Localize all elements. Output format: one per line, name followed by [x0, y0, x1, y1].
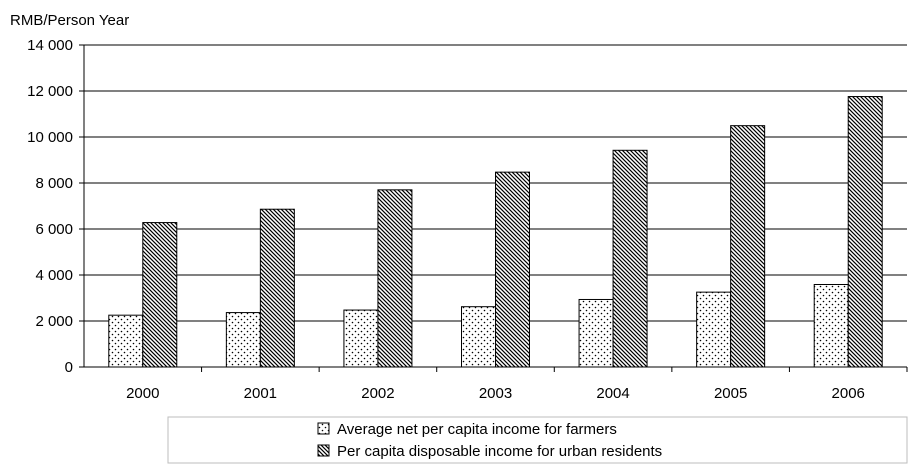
x-tick-label: 2001: [244, 385, 277, 402]
bar-urban: [730, 125, 766, 368]
x-tick-label: 2006: [832, 385, 865, 402]
y-tick-label: 12 000: [27, 83, 73, 100]
x-tick-label: 2004: [596, 385, 629, 402]
legend-label-urban: Per capita disposable income for urban r…: [337, 443, 662, 460]
legend: Average net per capita income for farmer…: [167, 416, 908, 464]
x-tick-label: 2000: [126, 385, 159, 402]
bar-urban: [259, 208, 295, 368]
y-tick-label: 4 000: [35, 267, 73, 284]
bar-urban: [612, 149, 648, 368]
legend-label-farmers: Average net per capita income for farmer…: [337, 421, 617, 438]
y-tick-label: 6 000: [35, 221, 73, 238]
bar-urban: [847, 96, 883, 368]
legend-swatch-farmers: [317, 422, 330, 435]
bar-farmers: [108, 314, 144, 368]
bars: [108, 96, 883, 368]
bar-urban: [495, 171, 530, 368]
y-tick-label: 14 000: [27, 37, 73, 54]
bar-farmers: [696, 291, 732, 368]
y-tick-label: 2 000: [35, 313, 73, 330]
bar-farmers: [225, 312, 261, 368]
y-axis-unit-label: RMB/Person Year: [10, 12, 129, 29]
bar-urban: [142, 222, 178, 368]
legend-box: [167, 416, 908, 464]
bar-farmers: [813, 283, 849, 368]
bar-farmers: [578, 298, 614, 368]
y-axis-ticks: 0 2 000 4 000 6 000 8 000 10 000 12 000 14 000: [27, 37, 84, 376]
x-tick-label: 2003: [479, 385, 512, 402]
y-tick-label: 10 000: [27, 129, 73, 146]
x-tick-label: 2002: [361, 385, 394, 402]
bar-urban: [377, 189, 413, 368]
x-axis-ticks: 2000 2001 2002 2003 2004 2005 2006: [126, 367, 908, 402]
y-tick-label: 8 000: [35, 175, 73, 192]
x-tick-label: 2005: [714, 385, 747, 402]
bar-farmers: [461, 306, 496, 368]
y-tick-label: 0: [65, 359, 73, 376]
bar-farmers: [343, 309, 379, 368]
legend-swatch-urban: [317, 444, 330, 457]
